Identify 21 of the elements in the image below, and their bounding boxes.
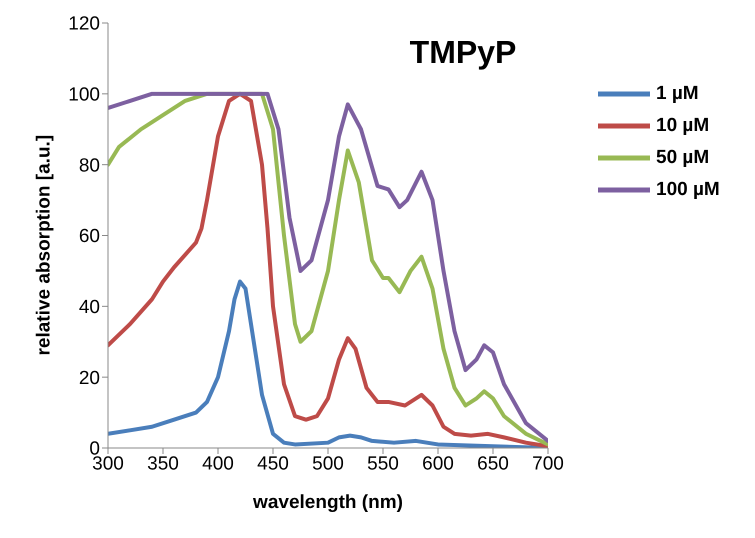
legend-label: 10 µM bbox=[656, 115, 710, 137]
chart-title: TMPyP bbox=[410, 34, 516, 70]
y-tick-label: 20 bbox=[78, 368, 100, 389]
x-tick-label: 400 bbox=[202, 453, 234, 474]
x-tick-label: 650 bbox=[477, 453, 509, 474]
y-axis-title: relative absorption [a.u.] bbox=[34, 134, 55, 356]
y-tick-label: 60 bbox=[78, 226, 100, 248]
y-tick-label: 40 bbox=[78, 297, 100, 318]
x-tick-label: 350 bbox=[147, 453, 179, 474]
x-tick-label: 550 bbox=[367, 453, 399, 474]
x-axis-title: wavelength (nm) bbox=[252, 492, 403, 513]
y-tick-label: 80 bbox=[78, 155, 100, 176]
x-tick-label: 700 bbox=[532, 453, 564, 474]
y-tick-label: 100 bbox=[68, 84, 100, 106]
legend-label: 1 µM bbox=[656, 83, 699, 105]
legend-label: 100 µM bbox=[656, 179, 720, 201]
legend-label: 50 µM bbox=[656, 147, 710, 169]
x-tick-label: 600 bbox=[422, 453, 454, 474]
x-tick-label: 450 bbox=[257, 453, 289, 474]
y-tick-label: 120 bbox=[68, 14, 100, 35]
x-tick-label: 500 bbox=[312, 453, 344, 474]
